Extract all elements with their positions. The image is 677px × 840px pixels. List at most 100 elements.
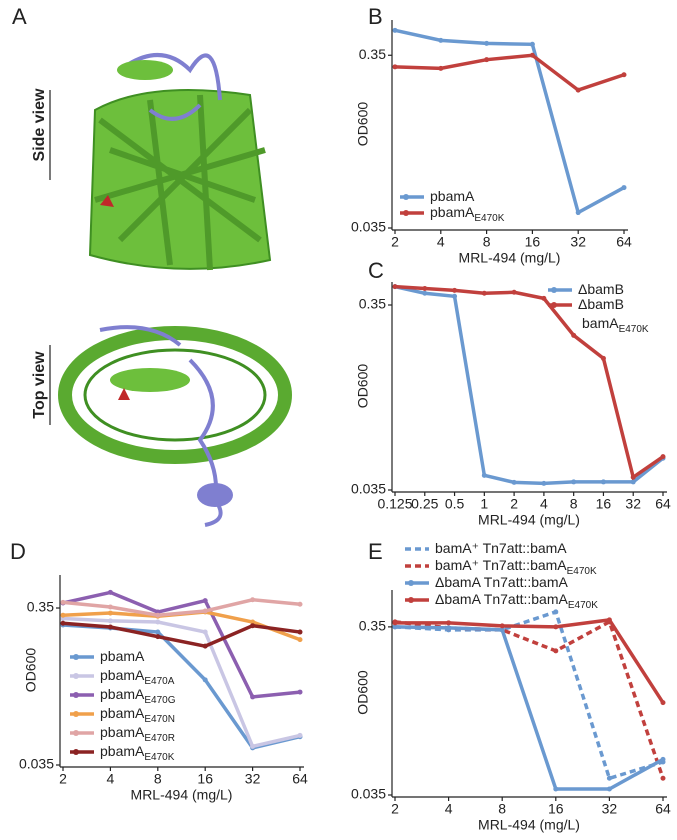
legend-label: bamAE470K: [582, 315, 649, 335]
series-line: [62, 597, 301, 617]
data-point: [541, 480, 547, 486]
legend-marker: [408, 597, 414, 603]
legend-label: pbamAE470R: [100, 724, 175, 744]
legend-text: pbamA: [100, 648, 145, 664]
x-tick-label: 32: [570, 234, 586, 250]
data-point: [392, 284, 398, 290]
x-tick-label: 4: [107, 771, 115, 787]
legend-label: pbamAE470G: [100, 686, 176, 706]
data-point: [297, 689, 303, 695]
data-point: [60, 612, 66, 618]
y-tick-label: 0.35: [359, 618, 386, 634]
data-point: [600, 479, 606, 485]
series-line: [394, 284, 664, 481]
series-line: [62, 621, 301, 648]
data-point: [202, 643, 208, 649]
data-point: [438, 65, 444, 71]
data-point: [630, 474, 636, 480]
series-line: [394, 28, 625, 216]
barrel-top: [58, 326, 292, 464]
legend-text: bamA⁺ Tn7att::bamA: [435, 540, 567, 556]
y-axis-label: OD600: [355, 364, 371, 409]
legend-label: pbamAE470K: [100, 743, 175, 763]
data-point: [250, 623, 256, 629]
data-point: [600, 355, 606, 361]
legend-text: pbamA: [100, 686, 145, 702]
x-tick-label: 16: [525, 234, 541, 250]
x-tick-label: 0.5: [445, 496, 465, 512]
series-line: [394, 625, 664, 791]
data-point: [511, 289, 517, 295]
data-point: [107, 624, 113, 630]
legend-marker: [403, 210, 409, 216]
legend-text: ΔbamA Tn7att::bamA: [435, 574, 568, 590]
data-point: [511, 479, 517, 485]
data-point: [60, 599, 66, 605]
legend-subscript: E470A: [144, 676, 174, 687]
data-point: [606, 617, 612, 623]
legend-label: pbamAE470K: [430, 204, 505, 224]
data-point: [107, 589, 113, 595]
y-tick-label: 0.35: [359, 46, 386, 62]
side-view-label: Side view: [31, 88, 48, 161]
data-point: [250, 619, 256, 625]
data-point: [484, 40, 490, 46]
x-tick-label: 0.25: [411, 496, 438, 512]
data-point: [575, 210, 581, 216]
legend-marker: [73, 692, 79, 698]
legend-marker: [73, 749, 79, 755]
residue-top: [118, 388, 130, 400]
x-tick-label: 4: [540, 496, 548, 512]
data-point: [422, 290, 428, 296]
y-tick-label: 0.035: [351, 786, 386, 802]
strands: [94, 94, 266, 271]
series-line: [394, 609, 664, 781]
x-axis-label: MRL-494 (mg/L): [478, 817, 580, 833]
legend-subscript: E470K: [619, 324, 649, 335]
loops-top: [99, 325, 223, 527]
data-point: [481, 290, 487, 296]
data-point: [392, 64, 398, 70]
legend-marker: [73, 711, 79, 717]
x-tick-label: 8: [498, 801, 506, 817]
residue: [100, 195, 114, 207]
x-tick-label: 16: [197, 771, 213, 787]
x-tick-label: 2: [510, 496, 518, 512]
x-tick-label: 16: [596, 496, 612, 512]
data-point: [606, 786, 612, 792]
legend-subscript: E470G: [144, 695, 175, 706]
panel-a: A Side view Top view: [12, 4, 292, 527]
data-point: [422, 285, 428, 291]
data-point: [202, 629, 208, 635]
legend-marker: [408, 580, 414, 586]
data-point: [202, 608, 208, 614]
legend-label: bamA⁺ Tn7att::bamA: [435, 540, 567, 556]
data-point: [630, 479, 636, 485]
legend-subscript: E470K: [568, 600, 598, 611]
x-tick-label: 2: [391, 234, 399, 250]
panel-label: E: [368, 539, 383, 564]
data-point: [553, 624, 559, 630]
legend-label: ΔbamA Tn7att::bamA: [435, 574, 568, 590]
x-tick-label: 2: [391, 801, 399, 817]
legend-marker: [73, 730, 79, 736]
data-point: [452, 287, 458, 293]
legend-marker: [73, 673, 79, 679]
legend-text: bamA⁺ Tn7att::bamA: [435, 557, 567, 573]
data-point: [202, 598, 208, 604]
series-line: [394, 284, 665, 486]
legend-text: pbamA: [100, 705, 145, 721]
data-point: [571, 479, 577, 485]
x-tick-label: 8: [154, 771, 162, 787]
legend-marker: [551, 302, 557, 308]
data-point: [297, 629, 303, 635]
y-tick-label: 0.035: [19, 756, 54, 772]
helix: [117, 60, 173, 80]
data-point: [155, 634, 161, 640]
data-point: [60, 620, 66, 626]
x-tick-label: 4: [437, 234, 445, 250]
data-point: [297, 637, 303, 643]
data-point: [155, 612, 161, 618]
data-point: [660, 756, 666, 762]
data-point: [392, 620, 398, 626]
